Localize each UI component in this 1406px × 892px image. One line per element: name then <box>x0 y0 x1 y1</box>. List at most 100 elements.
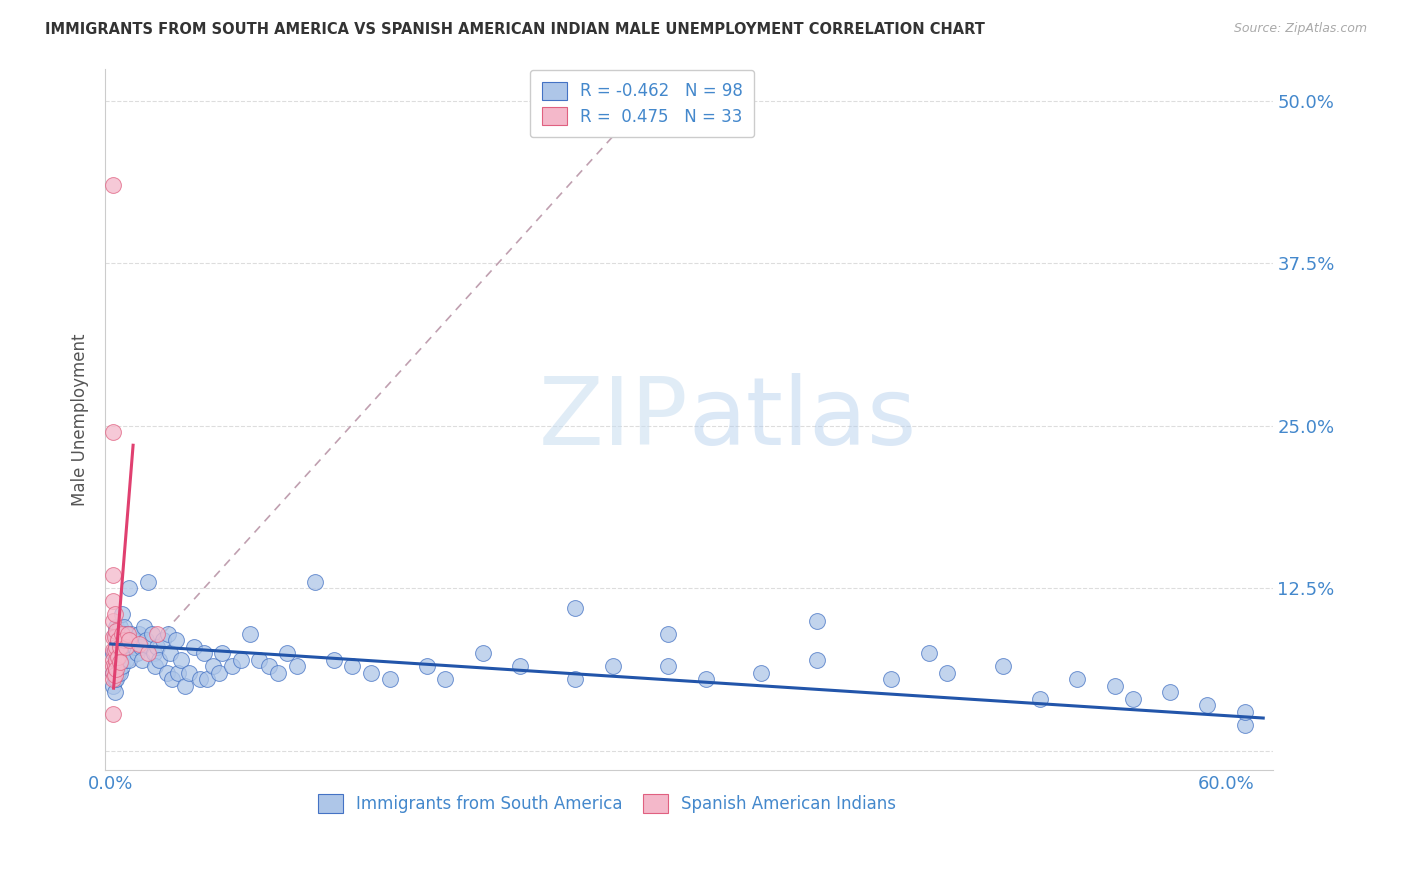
Point <box>101 679 124 693</box>
Point <box>117 640 139 654</box>
Point <box>111 607 134 621</box>
Point <box>125 646 148 660</box>
Point <box>142 646 165 660</box>
Point <box>434 672 457 686</box>
Point <box>101 646 124 660</box>
Point <box>285 659 308 673</box>
Point <box>108 646 131 660</box>
Point <box>105 620 128 634</box>
Point <box>108 620 131 634</box>
Point <box>131 652 153 666</box>
Text: IMMIGRANTS FROM SOUTH AMERICA VS SPANISH AMERICAN INDIAN MALE UNEMPLOYMENT CORRE: IMMIGRANTS FROM SOUTH AMERICA VS SPANISH… <box>45 22 984 37</box>
Text: atlas: atlas <box>689 373 917 466</box>
Point <box>564 600 586 615</box>
Point <box>103 646 125 660</box>
Point <box>105 640 128 654</box>
Point <box>101 568 124 582</box>
Point <box>202 659 225 673</box>
Point <box>806 652 828 666</box>
Point <box>936 665 959 680</box>
Point <box>114 640 136 654</box>
Point <box>1066 672 1088 686</box>
Point <box>880 672 903 686</box>
Point <box>112 633 135 648</box>
Point <box>165 633 187 648</box>
Point <box>108 655 131 669</box>
Point <box>105 652 128 666</box>
Point <box>416 659 439 673</box>
Point <box>124 640 146 654</box>
Point <box>1233 705 1256 719</box>
Point <box>471 646 494 660</box>
Point <box>122 633 145 648</box>
Point <box>177 665 200 680</box>
Point <box>657 626 679 640</box>
Point <box>101 631 124 645</box>
Point <box>118 581 141 595</box>
Point <box>239 626 262 640</box>
Point <box>695 672 717 686</box>
Point <box>103 659 125 673</box>
Point <box>1029 691 1052 706</box>
Point <box>105 672 128 686</box>
Point <box>103 672 125 686</box>
Point <box>193 646 215 660</box>
Point <box>360 665 382 680</box>
Point <box>267 665 290 680</box>
Point <box>101 707 124 722</box>
Point <box>107 652 129 666</box>
Point <box>257 659 280 673</box>
Point <box>249 652 271 666</box>
Point <box>174 679 197 693</box>
Point <box>183 640 205 654</box>
Point <box>107 633 129 648</box>
Point <box>751 665 773 680</box>
Point <box>917 646 939 660</box>
Point <box>229 652 252 666</box>
Point <box>146 626 169 640</box>
Point <box>160 672 183 686</box>
Point <box>112 646 135 660</box>
Point <box>136 646 159 660</box>
Point <box>108 640 131 654</box>
Point <box>342 659 364 673</box>
Point <box>117 626 139 640</box>
Point <box>128 626 150 640</box>
Point <box>211 646 233 660</box>
Text: Source: ZipAtlas.com: Source: ZipAtlas.com <box>1233 22 1367 36</box>
Point <box>1197 698 1219 712</box>
Point <box>103 659 125 673</box>
Point <box>101 659 124 673</box>
Point <box>103 631 125 645</box>
Point <box>129 640 152 654</box>
Point <box>135 633 157 648</box>
Point <box>103 685 125 699</box>
Point <box>107 650 129 665</box>
Point <box>1159 685 1181 699</box>
Point <box>105 640 128 654</box>
Point <box>276 646 298 660</box>
Point <box>108 665 131 680</box>
Point <box>509 659 531 673</box>
Point <box>103 643 125 657</box>
Point <box>105 659 128 673</box>
Point <box>221 659 243 673</box>
Point <box>146 640 169 654</box>
Point <box>1233 717 1256 731</box>
Point <box>806 614 828 628</box>
Point <box>105 662 128 676</box>
Point <box>114 652 136 666</box>
Point <box>111 659 134 673</box>
Point <box>322 652 344 666</box>
Point <box>120 626 142 640</box>
Point <box>564 672 586 686</box>
Point <box>1104 679 1126 693</box>
Point <box>101 425 124 440</box>
Point <box>159 646 181 660</box>
Point <box>152 633 174 648</box>
Point <box>145 659 167 673</box>
Point <box>188 672 211 686</box>
Point <box>112 620 135 634</box>
Point <box>197 672 219 686</box>
Point <box>657 659 679 673</box>
